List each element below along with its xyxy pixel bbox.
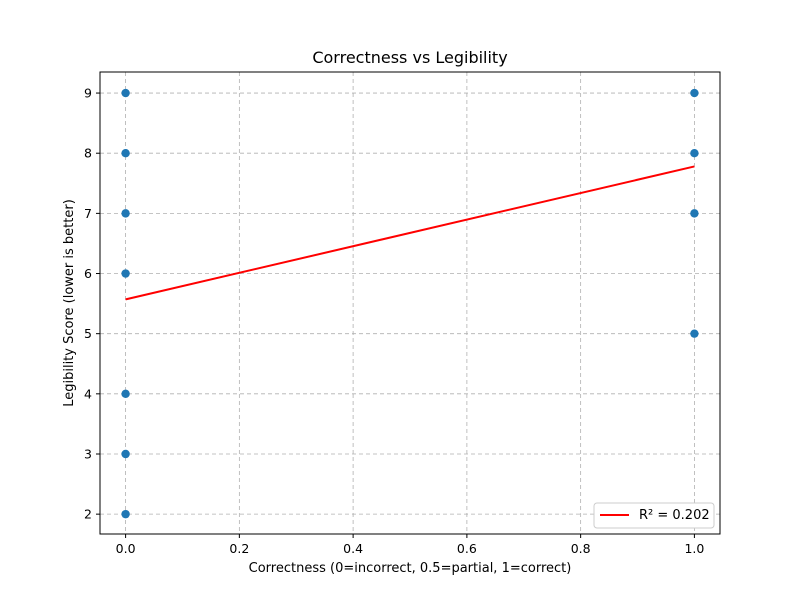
y-axis-label: Legibility Score (lower is better) — [62, 199, 77, 407]
y-axis: 2 3 4 5 6 7 8 9 — [84, 86, 100, 522]
data-point — [690, 88, 699, 98]
chart-title: Correctness vs Legibility — [312, 48, 507, 67]
legend: R² = 0.202 — [593, 502, 715, 529]
x-tick-label: 0.4 — [343, 541, 363, 556]
data-point — [121, 509, 130, 519]
x-tick-label: 1.0 — [684, 541, 704, 556]
fit-line — [125, 165, 695, 301]
data-point — [690, 149, 699, 158]
data-point — [121, 389, 130, 399]
y-tick-label: 3 — [84, 446, 92, 461]
data-point — [121, 149, 130, 158]
x-tick-label: 0.2 — [229, 541, 249, 556]
x-tick-label: 0.0 — [116, 541, 136, 556]
y-tick-label: 5 — [84, 326, 92, 341]
data-point — [121, 269, 130, 278]
y-tick-label: 9 — [84, 86, 92, 101]
y-tick-label: 4 — [84, 386, 92, 401]
y-tick-label: 8 — [84, 146, 92, 161]
data-point — [690, 209, 699, 218]
x-tick-label: 0.6 — [457, 541, 477, 556]
legend-frame — [593, 502, 715, 529]
scatter-series — [121, 88, 699, 519]
fit-series — [125, 165, 695, 301]
y-tick-label: 7 — [84, 206, 92, 221]
plot-frame — [99, 71, 721, 535]
legend-label: R² = 0.202 — [639, 508, 710, 523]
y-tick-label: 2 — [84, 507, 92, 522]
x-axis-label: Correctness (0=incorrect, 0.5=partial, 1… — [249, 561, 572, 576]
grid — [100, 72, 720, 534]
y-tick-label: 6 — [84, 266, 92, 281]
x-tick-label: 0.8 — [571, 541, 591, 556]
data-point — [121, 449, 130, 459]
data-point — [121, 209, 130, 218]
data-point — [690, 329, 699, 338]
x-axis: 0.0 0.2 0.4 0.6 0.8 1.0 — [116, 534, 704, 556]
data-point — [121, 88, 130, 98]
